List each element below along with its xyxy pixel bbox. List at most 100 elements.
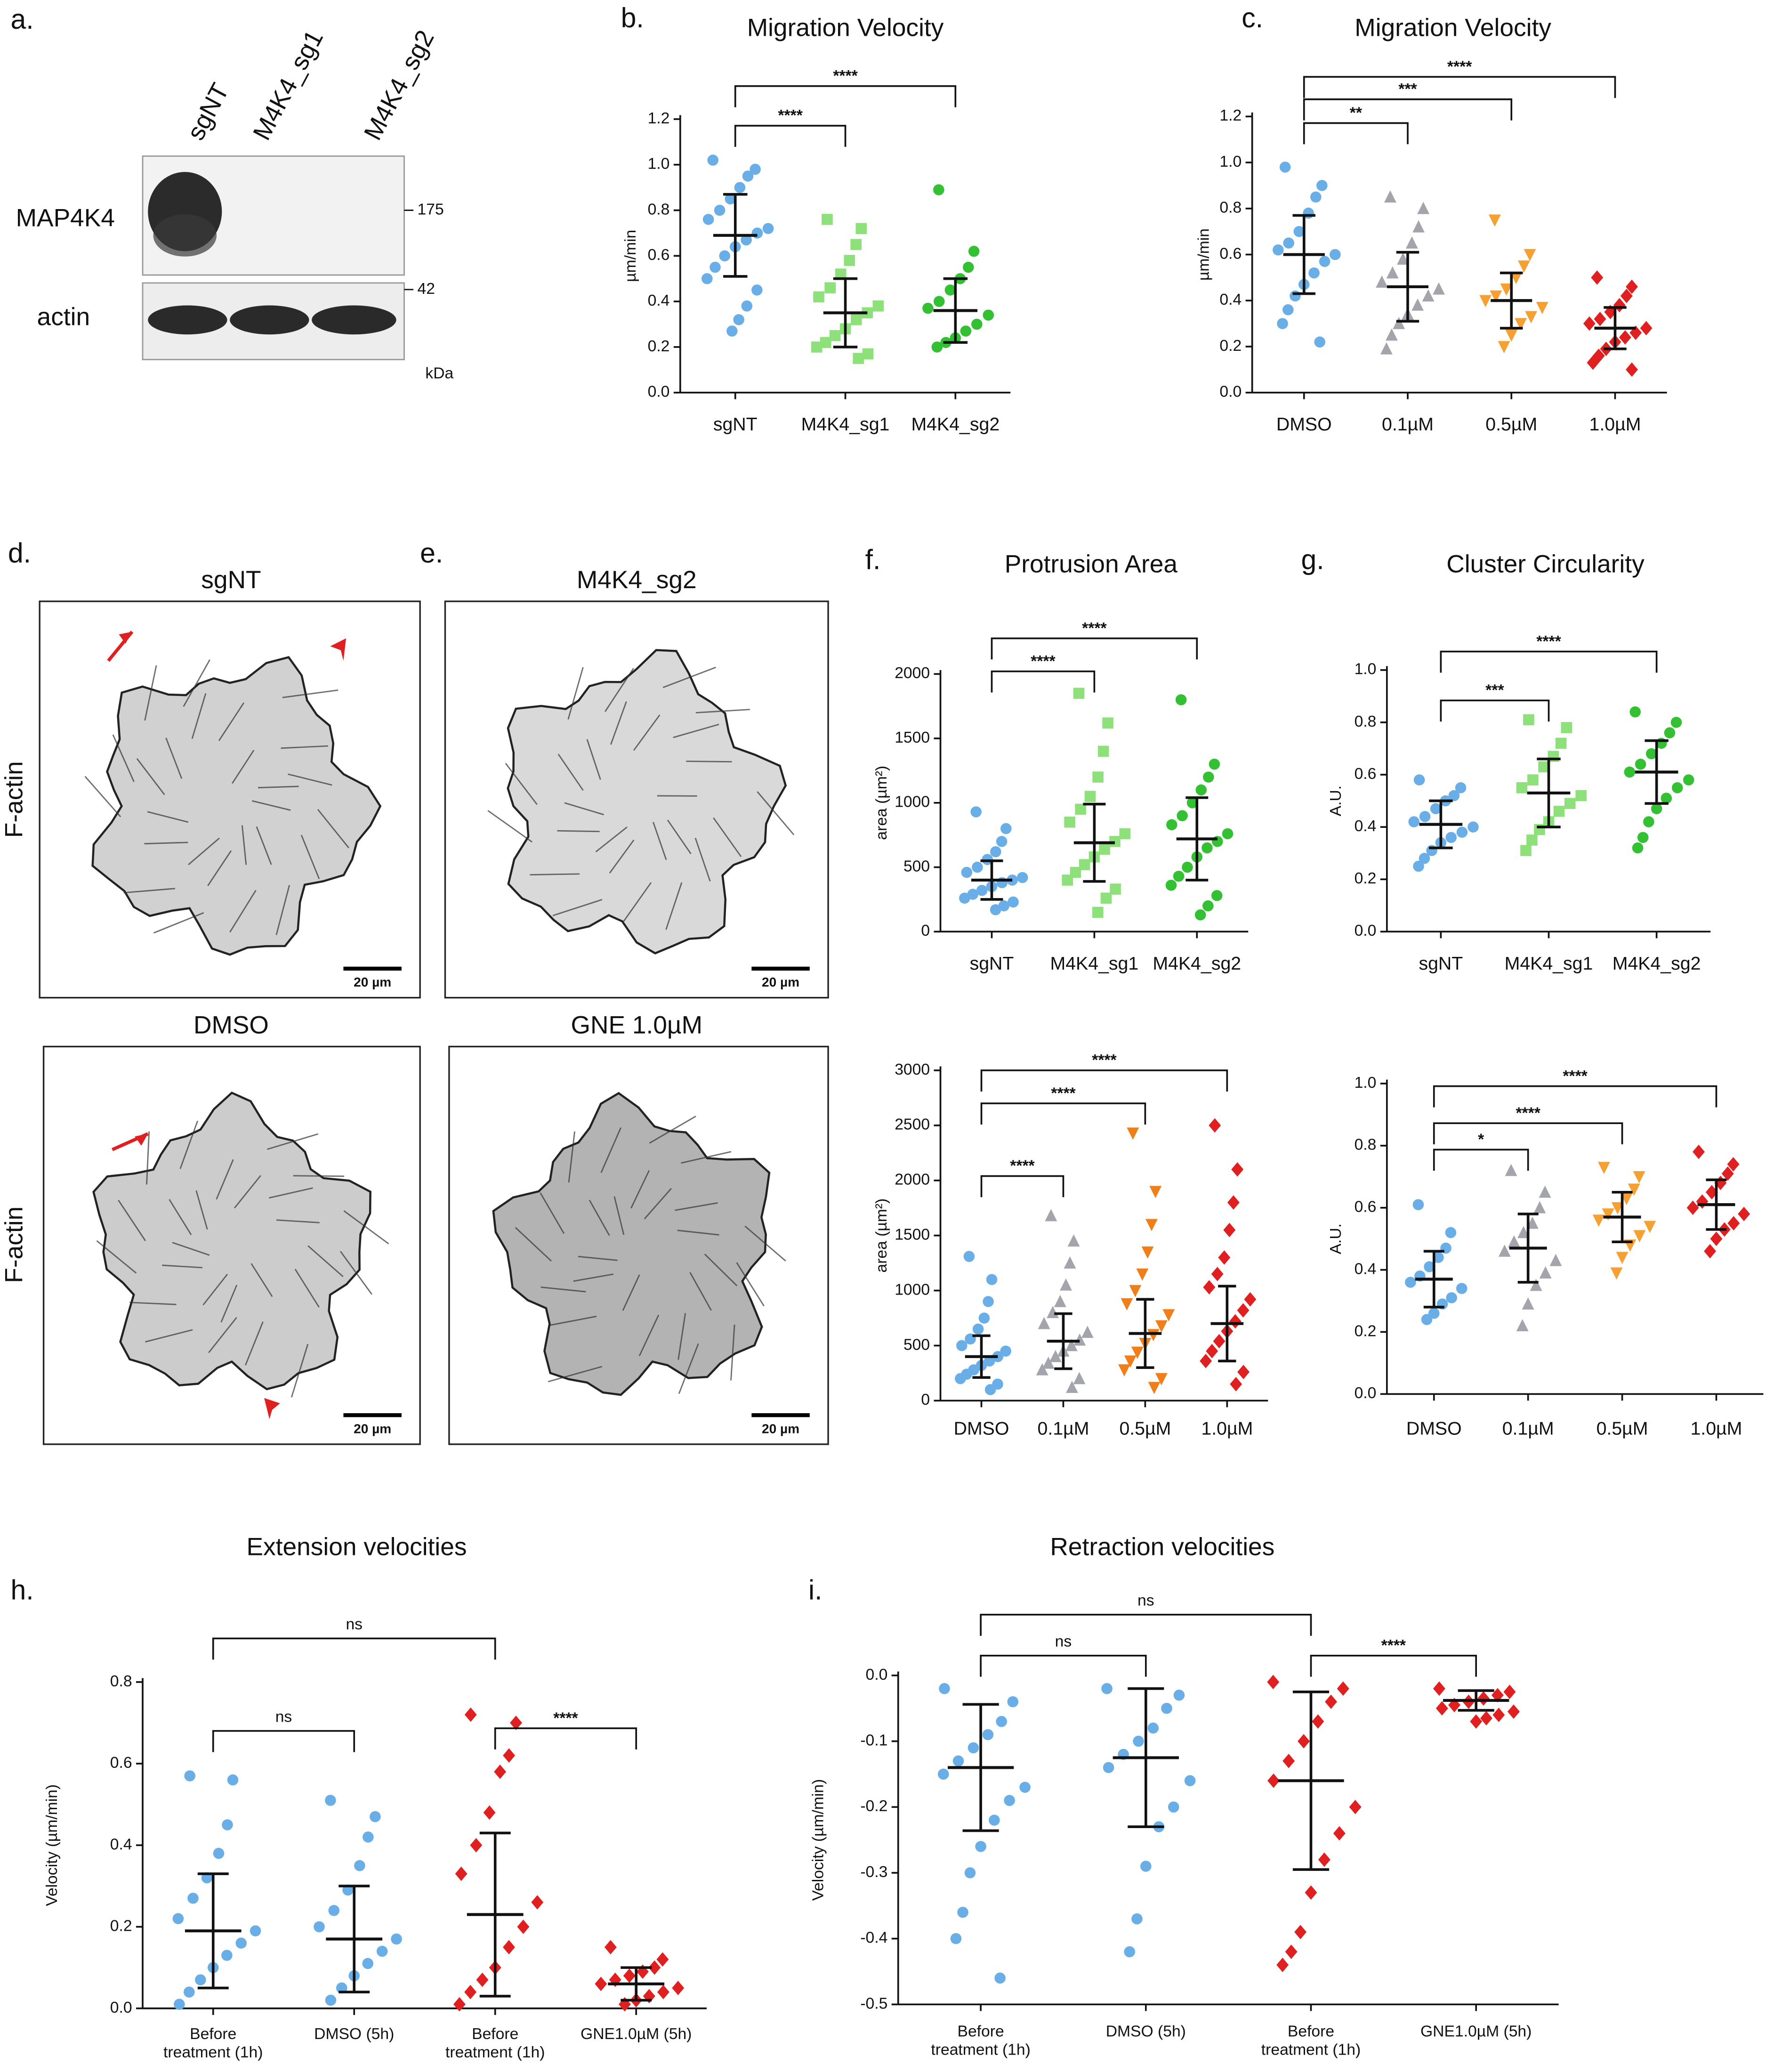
data-point (1490, 290, 1502, 303)
data-point (1488, 214, 1501, 227)
row-label: MAP4K4 (16, 204, 115, 232)
data-point (1619, 330, 1631, 345)
y-tick-label: 1.0 (1355, 1074, 1377, 1092)
chart: A.U. 0.0 0.2 0.4 0.6 0.8 1.0 DMSO 0.1µM 0.5µM 1.0µ… (1327, 1068, 1764, 1439)
significance-label: ns (1137, 1592, 1154, 1610)
actin-fiber (487, 810, 532, 843)
data-point (742, 170, 754, 182)
data-point (1583, 316, 1596, 331)
y-tick-label: 0.2 (1219, 337, 1242, 355)
data-point (1500, 283, 1513, 296)
x-tick-label: DMSO (1406, 1418, 1462, 1439)
data-point (1042, 1356, 1055, 1369)
data-point (972, 861, 983, 873)
data-point (314, 1921, 325, 1933)
y-tick-label: 0.0 (110, 1999, 132, 2016)
data-point (1727, 1216, 1740, 1231)
data-point (862, 348, 874, 360)
actin-fiber (307, 1245, 344, 1278)
data-point (1433, 1681, 1445, 1696)
data-point (811, 341, 823, 353)
data-point (1445, 832, 1457, 843)
data-point (822, 214, 833, 225)
data-point (1081, 1326, 1094, 1338)
data-point (1683, 774, 1694, 785)
data-point (174, 1999, 185, 2010)
data-point (1119, 828, 1130, 840)
y-tick-label: 0.4 (1355, 1260, 1377, 1278)
data-point (1209, 758, 1220, 770)
actin-fiber (234, 1175, 261, 1209)
data-point (1393, 316, 1405, 329)
unit-label: kDa (425, 364, 453, 382)
data-point (1633, 1171, 1645, 1183)
actin-fiber (208, 1317, 237, 1353)
data-point (1333, 1826, 1346, 1841)
data-point (470, 1838, 483, 1853)
significance-bracket (980, 1614, 1312, 1636)
micrographs: d. e. F-actin F-actin sgNT M4K4_sg2 DMSO… (0, 538, 829, 1445)
data-point (1110, 883, 1121, 895)
data-point (1508, 1235, 1520, 1248)
data-point (1195, 784, 1207, 796)
chart-title: Extension velocities (246, 1533, 467, 1561)
actin-fiber (567, 667, 584, 720)
arrow-head (119, 631, 132, 644)
scale-label: 20 µm (762, 1421, 799, 1436)
data-point (1413, 860, 1424, 872)
chart-title: Migration Velocity (1355, 14, 1551, 41)
data-point (850, 239, 862, 250)
x-tick-label: Before (958, 2023, 1004, 2040)
actin-fiber (300, 834, 320, 879)
actin-fiber (622, 1274, 640, 1311)
data-point (1277, 318, 1288, 329)
data-point (976, 885, 988, 896)
y-tick-label: 3000 (895, 1061, 930, 1078)
marker-label: 175 (418, 201, 444, 218)
data-point (1000, 1345, 1011, 1357)
data-point (983, 309, 994, 321)
scale-label: 20 µm (354, 975, 391, 989)
data-point (1092, 906, 1104, 918)
data-point (172, 1913, 184, 1925)
data-point (1602, 1208, 1614, 1221)
actin-fiber (550, 1315, 597, 1326)
data-point (1004, 1795, 1015, 1806)
significance-bracket (1433, 1085, 1718, 1108)
arrowhead (264, 1398, 280, 1419)
actin-fiber (281, 745, 328, 749)
data-point (1397, 252, 1409, 265)
cell-cluster (507, 649, 787, 955)
data-point (1525, 311, 1538, 324)
data-point (1079, 859, 1090, 870)
data-point (637, 1964, 649, 1979)
data-point (1553, 806, 1565, 817)
data-point (235, 1937, 247, 1949)
data-point (1539, 1185, 1551, 1198)
data-point (1564, 798, 1576, 809)
significance-bracket (1303, 122, 1409, 145)
data-point (1422, 289, 1435, 302)
data-point (1097, 745, 1109, 757)
data-point (1218, 1250, 1231, 1265)
data-point (1592, 1214, 1605, 1227)
data-point (1446, 1292, 1457, 1303)
data-point (1008, 896, 1019, 908)
data-point (1227, 1195, 1240, 1210)
actin-fiber (610, 701, 627, 745)
data-point (820, 337, 831, 348)
y-axis-label: A.U. (1327, 1223, 1345, 1254)
y-tick-label: 500 (903, 858, 930, 875)
data-point (1168, 1801, 1179, 1813)
data-point (1587, 355, 1599, 370)
data-point (1293, 226, 1305, 237)
data-point (963, 1251, 975, 1262)
y-axis-label: area (µm²) (873, 1198, 890, 1273)
data-point (984, 1355, 995, 1367)
panel-label: g. (1301, 544, 1324, 575)
data-point (325, 1795, 336, 1806)
data-point (1133, 1735, 1144, 1747)
significance-bracket (980, 1175, 1064, 1198)
lane-label: M4K4_sg1 (248, 26, 329, 145)
data-point (1136, 1268, 1149, 1281)
